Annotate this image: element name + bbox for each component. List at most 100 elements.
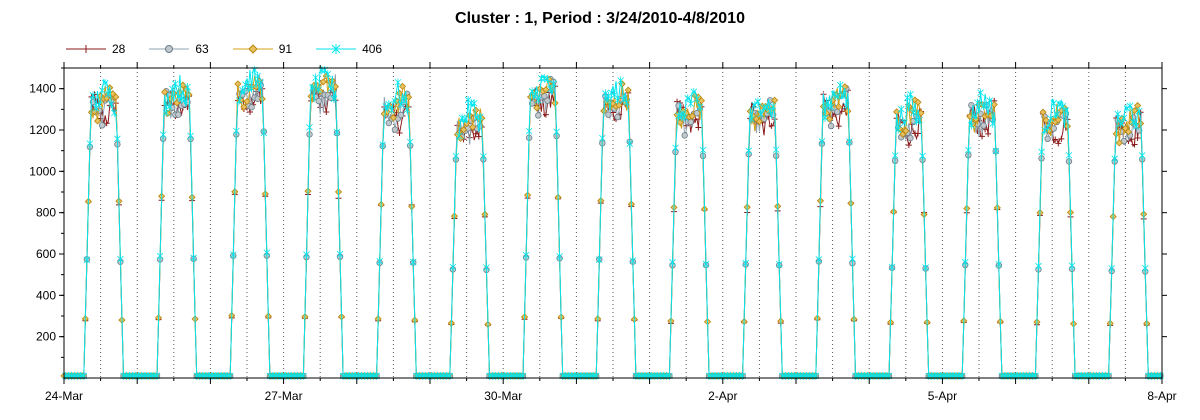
- point-406: [522, 251, 530, 260]
- point-91: [902, 127, 910, 135]
- point-406: [772, 145, 780, 154]
- point-406: [104, 90, 112, 99]
- point-406: [449, 262, 457, 271]
- point-406: [306, 123, 313, 132]
- point-91: [697, 97, 706, 105]
- point-406: [385, 100, 393, 109]
- x-tick-label: 5-Apr: [928, 389, 957, 403]
- point-406: [1056, 100, 1064, 109]
- point-406: [260, 129, 268, 138]
- series-layer: [60, 66, 1164, 380]
- point-91: [389, 114, 397, 122]
- point-28: [915, 130, 921, 137]
- point-406: [745, 146, 753, 155]
- point-406: [986, 96, 993, 105]
- point-406: [1126, 102, 1134, 111]
- point-406: [595, 255, 603, 264]
- point-406: [312, 73, 319, 82]
- point-63: [315, 97, 322, 105]
- point-406: [330, 94, 338, 103]
- point-406: [257, 78, 265, 87]
- point-406: [843, 101, 850, 110]
- series-line-63: [64, 74, 1161, 377]
- chart-title: Cluster : 1, Period : 3/24/2010-4/8/2010: [455, 10, 745, 27]
- point-406: [168, 84, 176, 93]
- point-406: [1050, 99, 1058, 108]
- point-406: [897, 105, 905, 114]
- point-91: [771, 96, 779, 104]
- point-406: [1141, 264, 1149, 273]
- point-406: [742, 259, 749, 268]
- point-63: [833, 108, 841, 116]
- point-406: [919, 151, 926, 160]
- point-406: [669, 258, 676, 267]
- x-tick-label: 27-Mar: [265, 389, 303, 403]
- point-406: [1053, 110, 1061, 119]
- point-406: [1062, 106, 1070, 115]
- point-406: [464, 95, 472, 104]
- point-406: [690, 87, 698, 96]
- point-28: [768, 122, 775, 129]
- point-91: [1124, 128, 1133, 136]
- point-406: [818, 137, 826, 146]
- point-28: [1131, 141, 1138, 148]
- point-91: [1115, 139, 1123, 147]
- point-63: [397, 111, 405, 119]
- point-406: [406, 138, 414, 147]
- point-406: [175, 92, 182, 101]
- point-406: [1132, 122, 1140, 131]
- point-406: [1047, 114, 1054, 123]
- point-406: [599, 134, 606, 143]
- point-91: [93, 117, 102, 125]
- point-63: [541, 92, 548, 100]
- point-406: [608, 88, 615, 97]
- point-91: [243, 97, 251, 106]
- point-406: [766, 106, 774, 115]
- point-406: [111, 108, 118, 117]
- point-406: [550, 79, 557, 88]
- point-406: [159, 130, 167, 139]
- point-406: [229, 250, 237, 259]
- legend-item-63: 63: [149, 42, 209, 56]
- point-406: [388, 106, 396, 115]
- point-406: [382, 102, 390, 111]
- legend-swatch-406: [316, 44, 357, 54]
- y-tick-label: 600: [36, 247, 56, 261]
- legend-label-406: 406: [362, 42, 383, 56]
- point-91: [533, 104, 541, 112]
- point-406: [114, 134, 121, 143]
- point-28: [905, 142, 912, 149]
- point-91: [542, 86, 550, 94]
- point-406: [1035, 262, 1042, 271]
- x-tick-label: 30-Mar: [484, 389, 522, 403]
- point-406: [891, 151, 899, 160]
- legend-label-91: 91: [278, 42, 293, 56]
- point-91: [624, 86, 632, 94]
- y-tick-label: 1200: [29, 123, 56, 137]
- point-406: [309, 83, 316, 92]
- point-406: [172, 79, 179, 88]
- point-406: [184, 82, 191, 91]
- x-tick-label: 24-Mar: [45, 389, 83, 403]
- point-406: [1138, 151, 1146, 160]
- y-tick-label: 1400: [29, 82, 56, 96]
- point-406: [452, 152, 460, 161]
- legend-item-91: 91: [232, 42, 293, 56]
- point-28: [979, 133, 986, 140]
- point-406: [95, 100, 103, 109]
- legend-swatch-28: [66, 45, 106, 53]
- point-406: [181, 96, 188, 105]
- point-406: [699, 146, 707, 155]
- point-63: [907, 134, 914, 142]
- point-28: [835, 123, 842, 130]
- point-406: [236, 96, 243, 105]
- point-406: [531, 90, 539, 99]
- point-91: [688, 112, 696, 120]
- point-406: [989, 119, 997, 128]
- point-406: [983, 101, 990, 110]
- point-406: [403, 105, 411, 114]
- point-28: [396, 130, 403, 137]
- point-91: [990, 100, 998, 109]
- point-91: [1130, 107, 1139, 115]
- point-406: [629, 256, 637, 265]
